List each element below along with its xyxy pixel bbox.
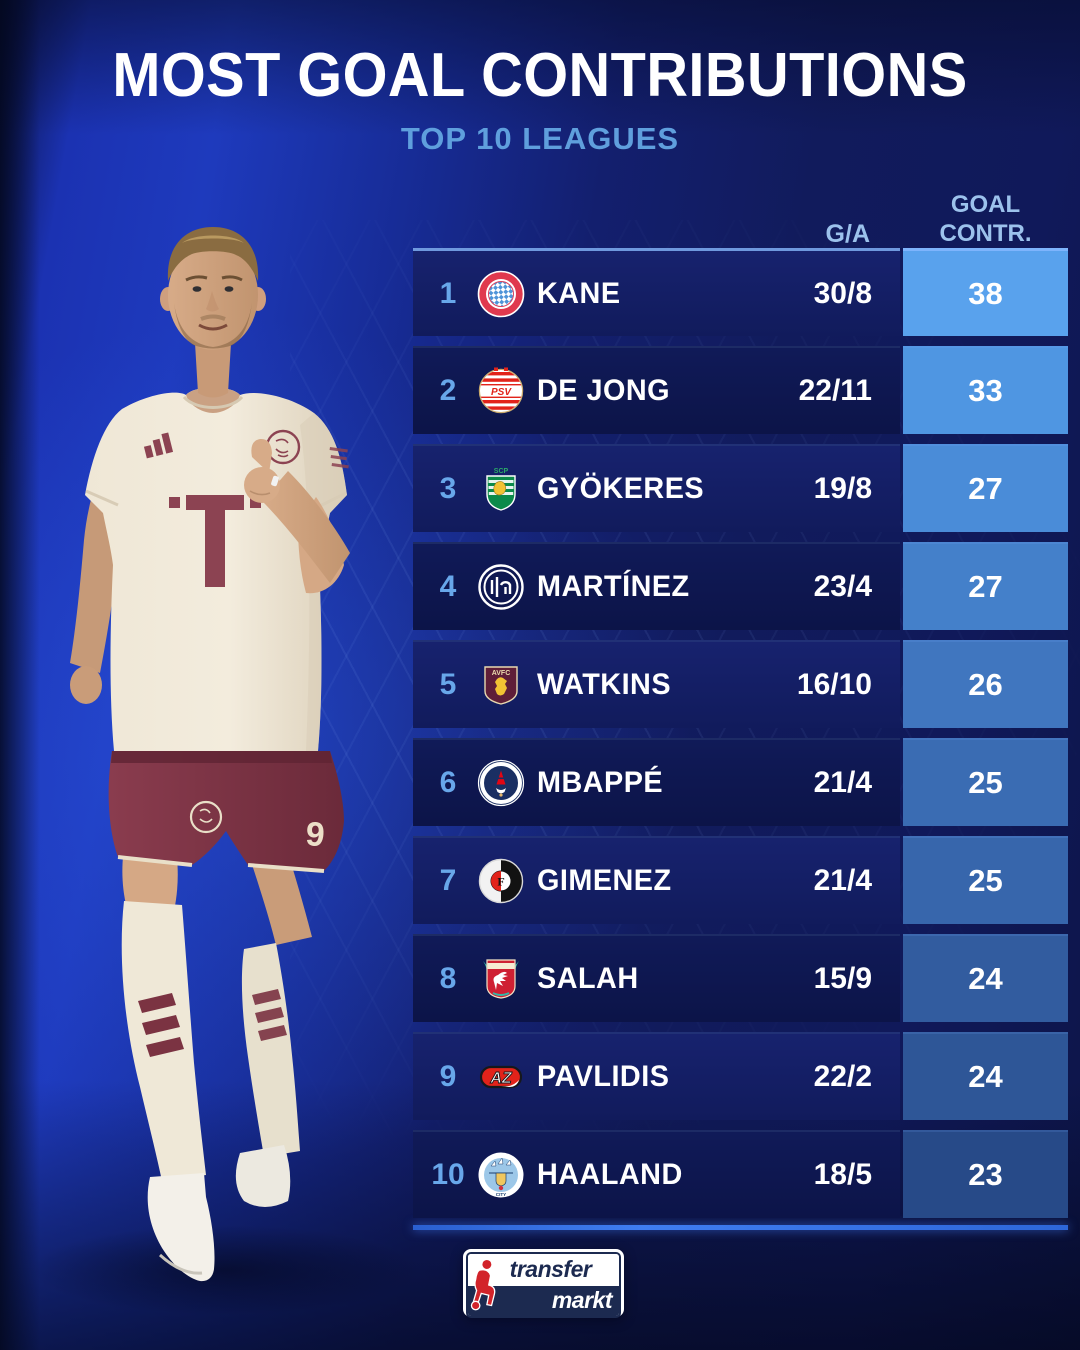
player-name: DE JONG: [537, 374, 670, 407]
table-row: 9 AZ PAVLIDIS 22/2 24: [413, 1032, 1068, 1120]
left-shade: [0, 0, 40, 1350]
column-header-ga: G/A: [825, 219, 870, 248]
player-row-main: 1 KANE 30/8: [413, 248, 900, 336]
page-subtitle: TOP 10 LEAGUES: [400, 121, 680, 156]
stats-table: G/A GOAL CONTR. 1 KANE 30/8 38 2 PSV DE JON…: [413, 190, 1068, 1230]
table-row: 6 MBAPPÉ 21/4 25: [413, 738, 1068, 826]
ga-value: 22/2: [813, 1060, 872, 1093]
svg-text:AZ: AZ: [489, 1070, 513, 1087]
svg-text:9: 9: [304, 815, 326, 854]
player-name: SALAH: [537, 962, 639, 995]
goal-contr-value: 25: [903, 738, 1068, 826]
player-name: GYÖKERES: [537, 472, 705, 505]
ga-value: 21/4: [813, 766, 872, 799]
rank-number: 6: [439, 766, 457, 799]
club-badge-sporting-cp: SCP: [477, 465, 525, 513]
logo-player-icon: [470, 1258, 496, 1311]
player-name: GIMENEZ: [537, 864, 672, 897]
table-row: 10 CITY HAALAND 18/5 23: [413, 1130, 1068, 1218]
table-row: 5 AVFC WATKINS 16/10 26: [413, 640, 1068, 728]
club-badge-feyenoord: F: [477, 857, 525, 905]
player-illustration: 9: [70, 227, 350, 1282]
player-photo-harry-kane: 9: [0, 195, 460, 1295]
rank-number: 3: [439, 472, 457, 505]
svg-text:AVFC: AVFC: [492, 670, 511, 677]
ga-value: 22/11: [798, 374, 872, 407]
club-badge-bayern-munich: [477, 270, 525, 318]
player-row-main: 2 PSV DE JONG 22/11: [413, 346, 900, 434]
rank-number: 5: [439, 668, 457, 701]
player-name: WATKINS: [537, 668, 672, 701]
goal-contr-value: 27: [903, 444, 1068, 532]
goal-contr-header-line1: GOAL: [950, 191, 1021, 218]
club-badge-psv-eindhoven: PSV: [477, 367, 525, 415]
table-row: 3 SCP GYÖKERES 19/8 27: [413, 444, 1068, 532]
ga-value: 16/10: [796, 668, 872, 701]
goal-contr-value: 24: [903, 934, 1068, 1022]
goal-contr-value: 24: [903, 1032, 1068, 1120]
table-row: 1 KANE 30/8 38: [413, 248, 1068, 336]
rank-number: 8: [439, 962, 457, 995]
player-row-main: 10 CITY HAALAND 18/5: [413, 1130, 900, 1218]
player-row-main: 6 MBAPPÉ 21/4: [413, 738, 900, 826]
club-badge-az-alkmaar: AZ: [477, 1053, 525, 1101]
rank-number: 2: [439, 374, 457, 407]
player-row-main: 9 AZ PAVLIDIS 22/2: [413, 1032, 900, 1120]
ga-value: 21/4: [813, 864, 872, 897]
ga-value: 19/8: [813, 472, 872, 505]
goal-contr-value: 27: [903, 542, 1068, 630]
rank-number: 10: [431, 1158, 465, 1191]
player-name: MBAPPÉ: [537, 766, 664, 799]
rank-number: 4: [439, 570, 457, 603]
table-header: G/A GOAL CONTR.: [413, 190, 1068, 248]
club-badge-liverpool: [477, 955, 525, 1003]
ga-value: 18/5: [813, 1158, 872, 1191]
svg-text:F: F: [497, 875, 504, 889]
player-ground-shadow: [30, 1225, 420, 1315]
table-row: 2 PSV DE JONG 22/11 33: [413, 346, 1068, 434]
goal-contr-header-line2: CONTR.: [939, 220, 1032, 248]
player-name: MARTÍNEZ: [537, 570, 690, 603]
svg-text:CITY: CITY: [496, 1192, 506, 1197]
player-row-main: 7 F GIMENEZ 21/4: [413, 836, 900, 924]
table-body: 1 KANE 30/8 38 2 PSV DE JONG 22/11 33 3 SCP GY…: [413, 248, 1068, 1218]
svg-text:PSV: PSV: [491, 387, 512, 398]
goal-contr-value: 26: [903, 640, 1068, 728]
table-row: 4 MARTÍNEZ 23/4 27: [413, 542, 1068, 630]
svg-text:SCP: SCP: [494, 468, 509, 475]
page-title: MOST GOAL CONTRIBUTIONS: [112, 41, 968, 110]
club-badge-psg: [477, 759, 525, 807]
club-badge-aston-villa: AVFC: [477, 661, 525, 709]
column-header-goal-contr: GOAL CONTR.: [903, 190, 1068, 249]
player-row-main: 3 SCP GYÖKERES 19/8: [413, 444, 900, 532]
player-name: KANE: [537, 276, 621, 310]
table-bottom-accent: [413, 1225, 1068, 1230]
ga-value: 15/9: [813, 962, 872, 995]
goal-contr-value: 33: [903, 346, 1068, 434]
logo-text-transfer: transfer: [468, 1254, 619, 1286]
table-row: 8 SALAH 15/9 24: [413, 934, 1068, 1022]
ga-value: 30/8: [813, 276, 872, 310]
player-row-main: 5 AVFC WATKINS 16/10: [413, 640, 900, 728]
player-row-main: 8 SALAH 15/9: [413, 934, 900, 1022]
club-badge-inter-milan: [477, 563, 525, 611]
goal-contr-value: 25: [903, 836, 1068, 924]
player-name: HAALAND: [537, 1158, 683, 1191]
ga-value: 23/4: [813, 570, 872, 603]
table-row: 7 F GIMENEZ 21/4 25: [413, 836, 1068, 924]
rank-number: 9: [439, 1060, 457, 1093]
club-badge-manchester-city: CITY: [477, 1151, 525, 1199]
player-row-main: 4 MARTÍNEZ 23/4: [413, 542, 900, 630]
transfermarkt-logo: transfer markt: [463, 1249, 624, 1318]
goal-contr-value: 23: [903, 1130, 1068, 1218]
rank-number: 7: [439, 864, 457, 897]
player-name: PAVLIDIS: [537, 1060, 670, 1093]
goal-contr-value: 38: [903, 248, 1068, 336]
rank-number: 1: [439, 276, 457, 310]
